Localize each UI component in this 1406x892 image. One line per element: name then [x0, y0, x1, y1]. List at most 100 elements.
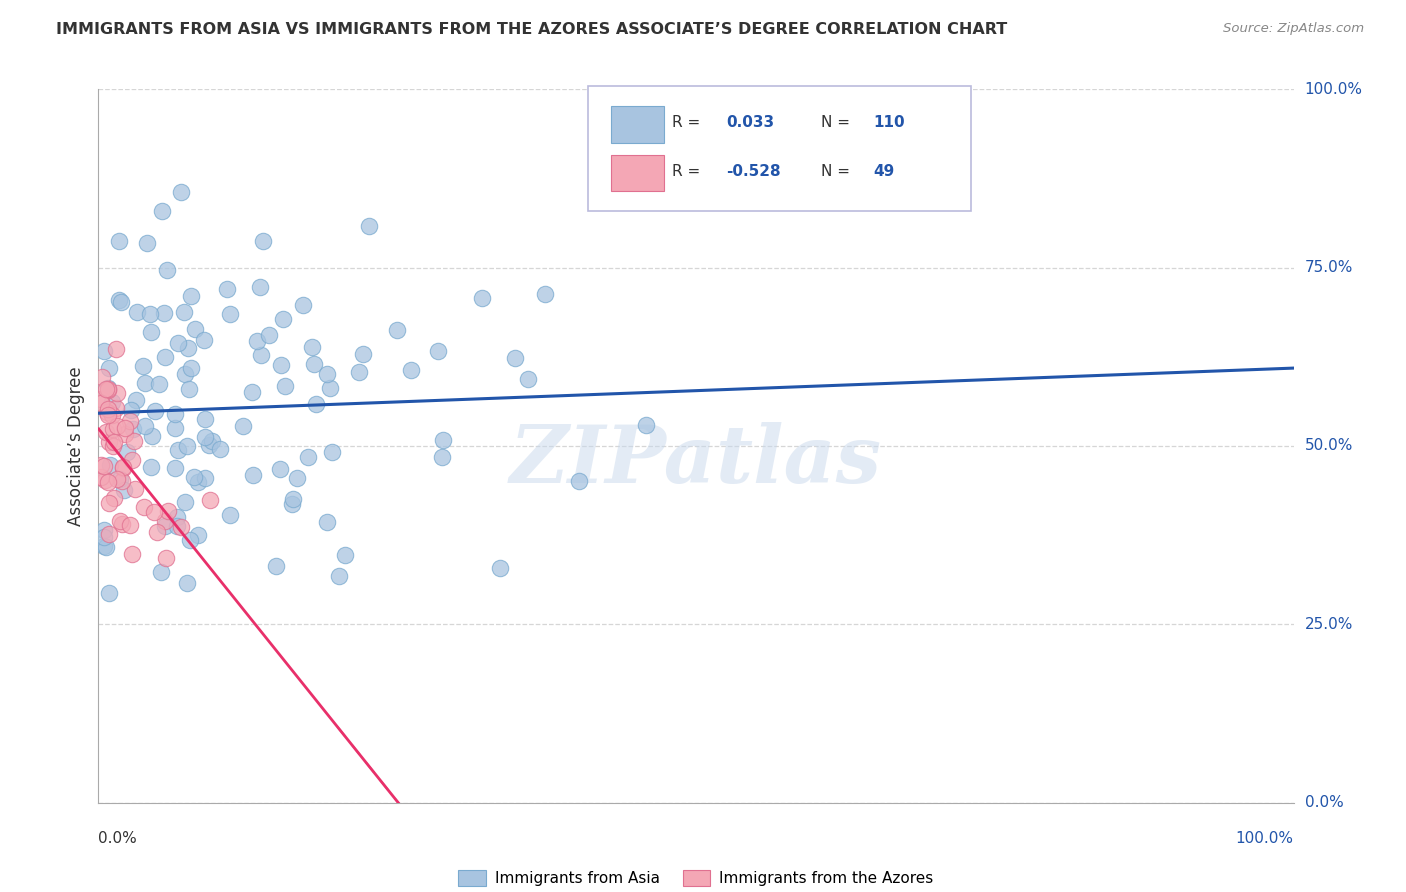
Point [232, 419, 254, 434]
Point [157, 504, 180, 518]
Point [357, 219, 380, 233]
Point [93, 539, 115, 553]
Point [252, 234, 274, 248]
Point [281, 491, 304, 506]
Point [170, 520, 193, 534]
Point [264, 559, 287, 574]
Point [94, 382, 117, 396]
Text: 0.033: 0.033 [725, 115, 773, 130]
Point [96, 404, 118, 418]
Point [401, 362, 423, 376]
Point [166, 519, 188, 533]
Point [105, 472, 128, 486]
Point [90, 470, 112, 484]
Point [98, 496, 121, 510]
Point [176, 439, 198, 453]
Point [111, 460, 134, 475]
Point [387, 323, 409, 337]
Point [198, 493, 221, 508]
Point [122, 434, 145, 448]
Point [176, 341, 198, 355]
Point [120, 414, 142, 428]
Point [179, 533, 201, 548]
Point [335, 548, 357, 562]
Legend: Immigrants from Asia, Immigrants from the Azores: Immigrants from Asia, Immigrants from th… [453, 864, 939, 892]
Point [180, 360, 202, 375]
Point [121, 422, 143, 436]
Point [270, 359, 292, 373]
Point [93, 458, 115, 473]
Point [90, 396, 112, 410]
Point [143, 505, 166, 519]
Text: 100.0%: 100.0% [1236, 831, 1294, 847]
Point [304, 397, 326, 411]
Point [149, 565, 172, 579]
Point [125, 304, 148, 318]
Point [177, 383, 200, 397]
Point [93, 530, 115, 544]
Point [103, 491, 125, 505]
Point [249, 280, 271, 294]
Point [259, 328, 281, 343]
Text: 100.0%: 100.0% [1305, 82, 1362, 96]
Point [141, 429, 163, 443]
Point [97, 402, 120, 417]
Point [108, 514, 131, 528]
Point [101, 422, 124, 436]
Point [193, 333, 215, 347]
Point [112, 483, 135, 497]
Point [155, 350, 177, 364]
Point [155, 551, 177, 566]
Point [517, 371, 540, 385]
Point [201, 434, 224, 448]
Point [246, 334, 269, 349]
Text: 49: 49 [873, 164, 894, 178]
Point [183, 470, 205, 484]
Point [93, 523, 115, 537]
Point [321, 445, 343, 459]
Point [488, 561, 510, 575]
Point [209, 442, 232, 457]
Point [134, 419, 156, 434]
Point [111, 516, 134, 531]
Point [111, 475, 134, 489]
Point [141, 325, 163, 339]
Point [318, 381, 340, 395]
Point [156, 262, 179, 277]
Point [301, 340, 323, 354]
Point [101, 408, 124, 422]
Point [153, 514, 176, 528]
Point [98, 361, 121, 376]
Point [427, 344, 450, 359]
Point [242, 468, 264, 483]
Point [352, 347, 374, 361]
Point [97, 527, 120, 541]
Text: 0.0%: 0.0% [98, 831, 138, 847]
Point [165, 407, 187, 421]
Point [219, 508, 242, 523]
Point [115, 445, 138, 459]
Point [114, 427, 136, 442]
Point [180, 289, 202, 303]
Text: R =: R = [672, 115, 700, 130]
Point [167, 335, 190, 350]
Point [250, 348, 273, 362]
Text: 25.0%: 25.0% [1305, 617, 1353, 632]
Point [93, 343, 115, 358]
Point [634, 418, 657, 433]
Point [97, 408, 120, 422]
Point [194, 430, 217, 444]
Point [274, 379, 297, 393]
Point [101, 439, 124, 453]
Point [105, 385, 128, 400]
Point [432, 450, 454, 464]
Point [136, 235, 159, 250]
Point [141, 459, 163, 474]
Point [152, 305, 174, 319]
Text: IMMIGRANTS FROM ASIA VS IMMIGRANTS FROM THE AZORES ASSOCIATE’S DEGREE CORRELATIO: IMMIGRANTS FROM ASIA VS IMMIGRANTS FROM … [56, 22, 1008, 37]
Point [97, 475, 120, 489]
Point [132, 500, 155, 515]
Point [98, 458, 121, 473]
Point [118, 517, 141, 532]
Point [150, 203, 173, 218]
